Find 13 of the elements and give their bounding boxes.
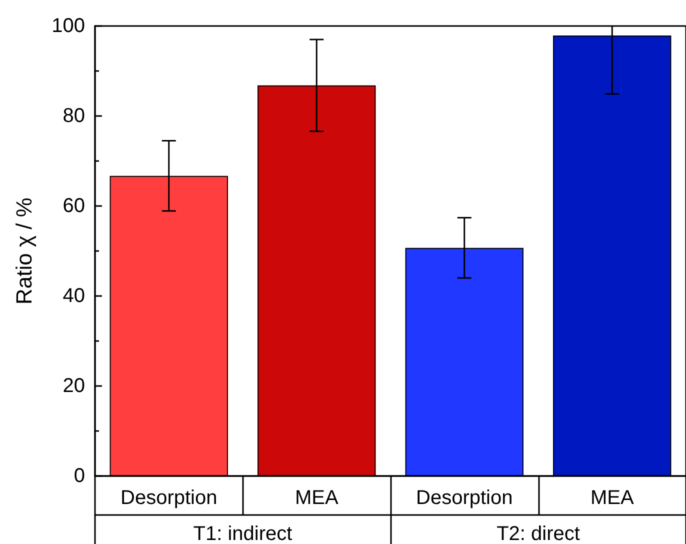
y-axis-title: Ratio χ / % (12, 198, 36, 304)
text: T1: indirect (193, 523, 293, 544)
x-tick-label: Desorption (120, 487, 218, 509)
x-tick-label: MEA (590, 487, 634, 509)
y-tick-label: 0 (74, 465, 85, 487)
x-tick-label: MEA (294, 487, 339, 509)
y-tick-label: 80 (62, 105, 85, 127)
y-tick-label: 40 (62, 285, 85, 307)
y-tick-label: 100 (52, 15, 85, 37)
y-tick-label: 60 (62, 195, 85, 217)
x-tick-label: Desorption (416, 487, 513, 509)
text: T2: direct (496, 523, 580, 544)
y-tick-label: 20 (62, 375, 85, 397)
